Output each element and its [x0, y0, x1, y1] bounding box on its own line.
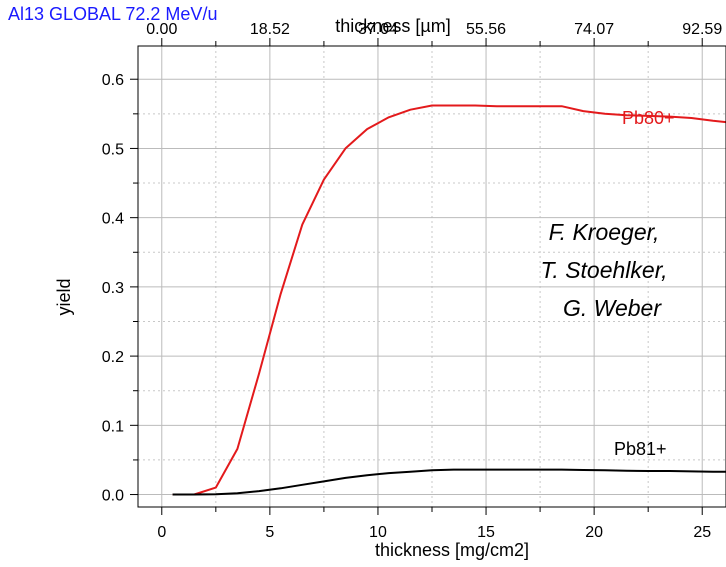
annotation-line-2: T. Stoehlker,	[540, 257, 667, 283]
series-label-pb81: Pb81+	[614, 439, 667, 459]
grid-lines	[138, 46, 726, 507]
series-label-pb80: Pb80+	[622, 108, 675, 128]
y-axis-label: yield	[54, 278, 74, 315]
x-tick-label: 10	[369, 524, 387, 541]
x-tick-label: 20	[585, 524, 603, 541]
axis-ticks: 0 5 10 15 20 25 0.00 18.52 37.04 55.56 74.07 92.59 0…	[102, 21, 723, 541]
series-line-pb80	[172, 104, 726, 496]
series-legend-labels: Pb80+ Pb81+	[614, 108, 675, 459]
x2-tick-label: 0.00	[146, 21, 177, 38]
y-tick-label: 0.4	[102, 211, 124, 228]
x-axis-label: thickness [mg/cm2]	[375, 540, 529, 560]
y-tick-label: 0.3	[102, 280, 124, 297]
x-tick-label: 5	[265, 524, 274, 541]
x2-tick-label: 92.59	[682, 21, 722, 38]
y-tick-label: 0.1	[102, 418, 124, 435]
x2-tick-label: 55.56	[466, 21, 506, 38]
series-group	[172, 104, 726, 496]
x2-axis-label: thickness [µm]	[335, 16, 450, 36]
annotation-line-1: F. Kroeger,	[549, 219, 660, 245]
series-line-pb81	[172, 468, 726, 496]
x-tick-label: 0	[157, 524, 166, 541]
y-tick-label: 0.2	[102, 349, 124, 366]
x2-tick-label: 18.52	[250, 21, 290, 38]
y-tick-label: 0.5	[102, 141, 124, 158]
author-annotation: F. Kroeger, T. Stoehlker, G. Weber	[540, 219, 667, 321]
annotation-line-3: G. Weber	[563, 295, 662, 321]
x2-tick-label: 37.04	[358, 21, 398, 38]
y-tick-label: 0.6	[102, 72, 124, 89]
y-tick-label: 0.0	[102, 488, 124, 505]
x-tick-label: 15	[477, 524, 495, 541]
x-tick-label: 25	[693, 524, 711, 541]
corner-label: Al13 GLOBAL 72.2 MeV/u	[8, 4, 218, 24]
x2-tick-label: 74.07	[574, 21, 614, 38]
